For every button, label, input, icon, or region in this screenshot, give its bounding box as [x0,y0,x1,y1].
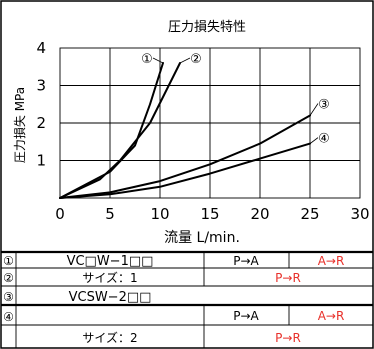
callout-leader [179,57,191,64]
y-tick-label: 1 [36,152,46,170]
x-tick-label: 0 [55,205,65,223]
x-axis-label: 流量 L/min. [164,230,240,246]
callout-leader [309,137,319,144]
series-line-1 [59,62,164,199]
series-line-3 [59,114,311,199]
table-row-pr-2: P→R [275,271,301,285]
table-row-ar-1: A→R [318,254,345,268]
y-tick-label: 4 [36,39,46,57]
y-axis-label: 圧力損失 MPa [12,87,27,163]
y-tick-label: 2 [36,114,46,132]
x-tick-label: 25 [300,205,319,223]
chart-title: 圧力損失特性 [168,20,246,35]
series-callout-label: ③ [318,98,330,113]
spec-table: ① VC□W−1□□ P→A A→R ② サイズ：1 P→R ③ VCSW−2□… [1,250,373,348]
table-row-num-1: ① [3,254,14,268]
callout-leader [152,57,164,64]
table-row-num-2: ② [3,271,14,285]
table-row-model-1: VC□W−1□□ [67,254,154,269]
table-row-pa-1: P→A [233,254,259,268]
table-row-pa-3: P→A [233,309,259,323]
series-callout-label: ② [190,52,202,67]
y-tick-label: 3 [36,77,46,95]
table-row-size-2: サイズ：1 [82,270,137,285]
table-row-model-3: VCSW−2□□ [69,290,152,305]
table-row-ar-3: A→R [318,309,345,323]
series-line-2 [59,62,181,199]
x-tick-label: 30 [350,205,369,223]
table-row-num-4: ④ [3,310,14,324]
x-tick-label: 5 [105,205,115,223]
callout-leader [309,103,319,116]
series-callout-label: ① [141,52,153,67]
x-tick-label: 15 [200,205,219,223]
table-row-size-4: サイズ：2 [82,330,137,345]
x-tick-label: 20 [250,205,269,223]
series-callouts: ① ② ③ ④ [141,52,330,147]
table-row-pr-4: P→R [275,331,301,345]
plot-area [59,47,361,199]
x-tick-label: 10 [150,205,169,223]
table-row-num-3: ③ [3,290,14,304]
series-callout-label: ④ [318,132,330,147]
axis-ticks: 0 5 10 15 20 25 30 1 2 3 4 [36,39,369,223]
series-line-4 [59,142,311,199]
series-curves [59,62,311,199]
